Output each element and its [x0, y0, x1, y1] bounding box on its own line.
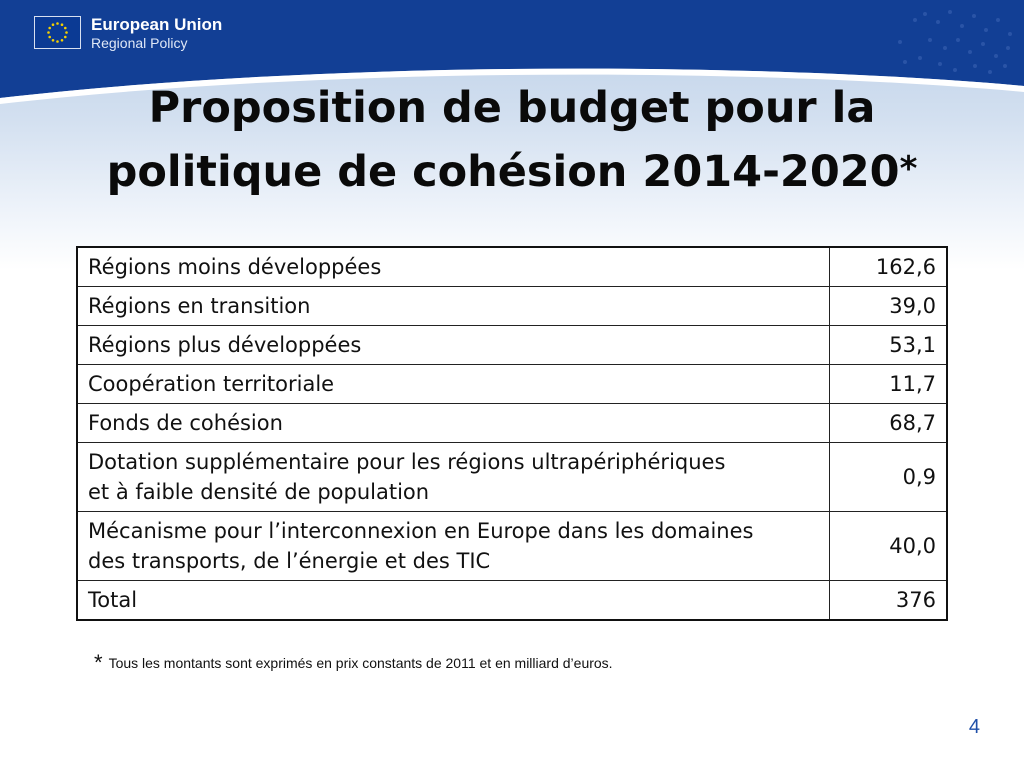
table-row-total: Total 376 — [76, 580, 948, 621]
row-label: Régions en transition — [76, 286, 830, 326]
budget-table: Régions moins développées 162,6 Régions … — [76, 246, 948, 621]
slide-title: Proposition de budget pour la politique … — [40, 78, 984, 203]
table-row: Régions moins développées 162,6 — [76, 246, 948, 287]
row-value: 162,6 — [829, 246, 948, 287]
footnote-marker: * — [94, 650, 103, 675]
row-value: 11,7 — [829, 364, 948, 404]
org-subtitle: Regional Policy — [91, 35, 188, 51]
row-label-line-2: et à faible densité de population — [88, 480, 430, 504]
row-label-line-1: Dotation supplémentaire pour les régions… — [88, 450, 726, 474]
title-line-1: Proposition de budget pour la — [148, 83, 876, 133]
row-value: 68,7 — [829, 403, 948, 443]
row-value: 376 — [829, 580, 948, 621]
row-label-line-1: Mécanisme pour l’interconnexion en Europ… — [88, 519, 754, 543]
org-name: European Union — [91, 15, 223, 34]
title-line-2: politique de cohésion 2014-2020 — [106, 147, 900, 197]
row-label: Mécanisme pour l’interconnexion en Europ… — [76, 511, 830, 581]
table-row: Régions en transition 39,0 — [76, 286, 948, 326]
footnote: * Tous les montants sont exprimés en prix… — [94, 650, 613, 676]
organisation-block: European Union Regional Policy — [91, 15, 222, 51]
row-value: 39,0 — [829, 286, 948, 326]
title-footnote-marker: * — [899, 149, 918, 189]
europe-map-watermark — [898, 10, 1012, 74]
row-value: 53,1 — [829, 325, 948, 365]
row-label: Régions plus développées — [76, 325, 830, 365]
table-row: Mécanisme pour l’interconnexion en Europ… — [76, 511, 948, 581]
row-label-line-2: des transports, de l’énergie et des TIC — [88, 549, 491, 573]
eu-flag-icon — [34, 16, 81, 49]
footnote-text: Tous les montants sont exprimés en prix … — [108, 655, 613, 671]
row-value: 40,0 — [829, 511, 948, 581]
row-label: Régions moins développées — [76, 246, 830, 287]
table-row: Dotation supplémentaire pour les régions… — [76, 442, 948, 512]
page-number: 4 — [968, 716, 980, 738]
header-banner — [0, 0, 1024, 104]
row-value: 0,9 — [829, 442, 948, 512]
row-label: Total — [76, 580, 830, 621]
table-row: Régions plus développées 53,1 — [76, 325, 948, 365]
row-label: Coopération territoriale — [76, 364, 830, 404]
row-label: Dotation supplémentaire pour les régions… — [76, 442, 830, 512]
table-row: Fonds de cohésion 68,7 — [76, 403, 948, 443]
table-row: Coopération territoriale 11,7 — [76, 364, 948, 404]
row-label: Fonds de cohésion — [76, 403, 830, 443]
